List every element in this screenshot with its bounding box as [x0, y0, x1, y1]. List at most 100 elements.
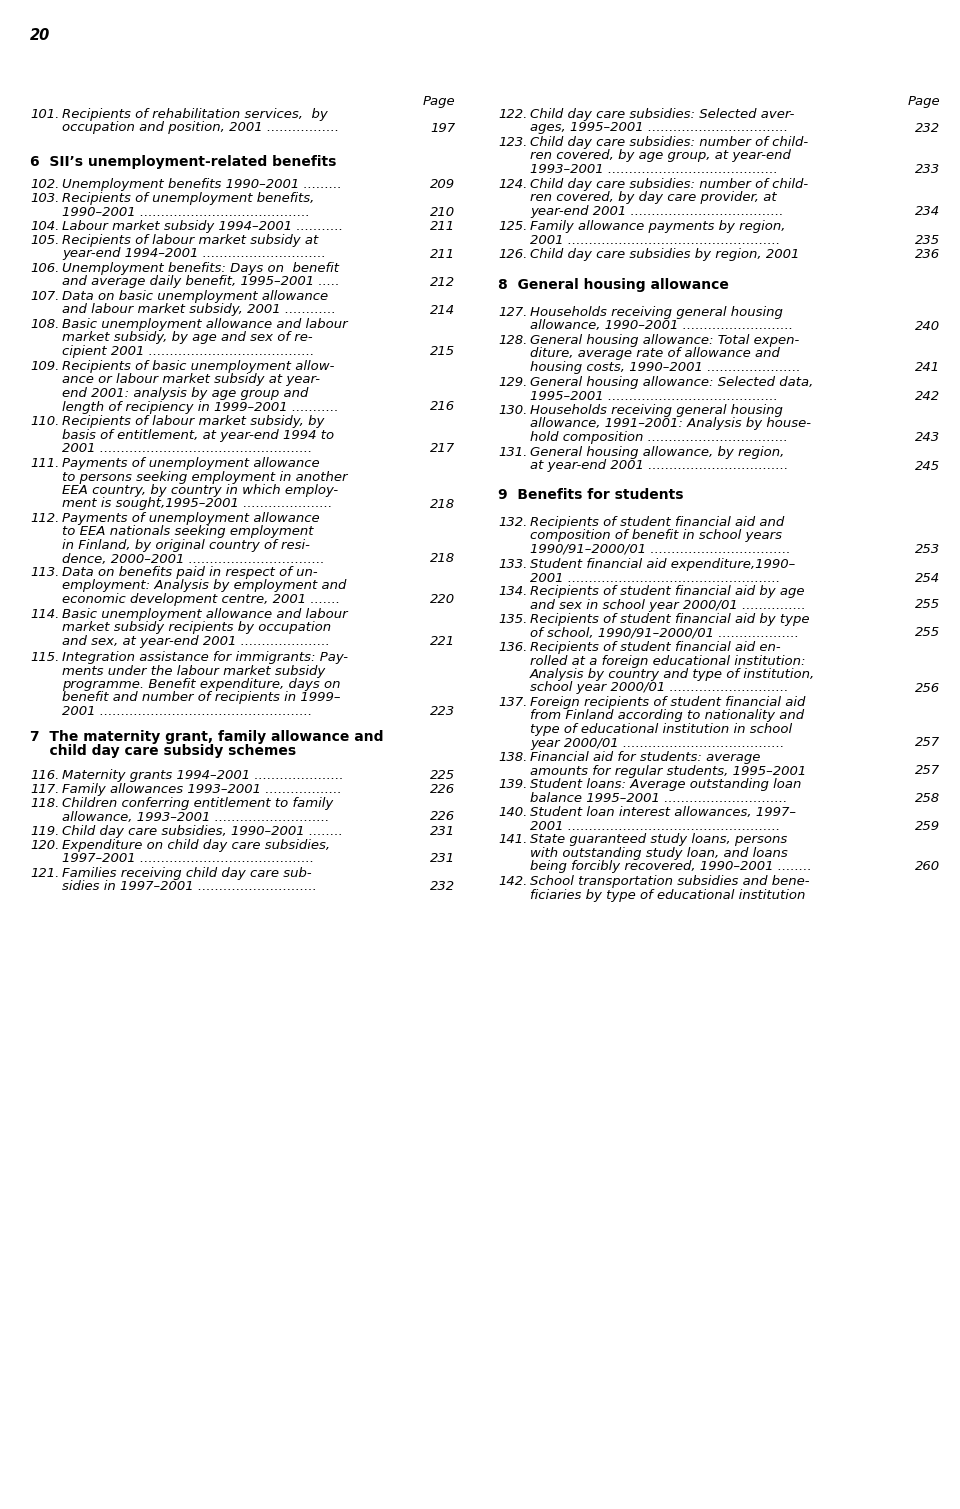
Text: 125.: 125. — [498, 220, 527, 232]
Text: 136.: 136. — [498, 641, 527, 653]
Text: benefit and number of recipients in 1999–: benefit and number of recipients in 1999… — [62, 691, 341, 705]
Text: programme. Benefit expenditure, days on: programme. Benefit expenditure, days on — [62, 678, 341, 691]
Text: at year-end 2001 .................................: at year-end 2001 .......................… — [530, 460, 788, 472]
Text: 133.: 133. — [498, 558, 527, 570]
Text: Households receiving general housing: Households receiving general housing — [530, 404, 782, 416]
Text: 130.: 130. — [498, 404, 527, 416]
Text: 134.: 134. — [498, 585, 527, 598]
Text: 114.: 114. — [30, 608, 60, 622]
Text: from Finland according to nationality and: from Finland according to nationality an… — [530, 709, 804, 723]
Text: 131.: 131. — [498, 447, 527, 459]
Text: 121.: 121. — [30, 868, 60, 880]
Text: composition of benefit in school years: composition of benefit in school years — [530, 530, 782, 543]
Text: EEA country, by country in which employ-: EEA country, by country in which employ- — [62, 484, 338, 496]
Text: 245: 245 — [915, 460, 940, 472]
Text: 233: 233 — [915, 163, 940, 177]
Text: General housing allowance: Selected data,: General housing allowance: Selected data… — [530, 376, 813, 389]
Text: 253: 253 — [915, 543, 940, 555]
Text: 118.: 118. — [30, 797, 60, 810]
Text: 223: 223 — [430, 705, 455, 718]
Text: school year 2000/01 ............................: school year 2000/01 ....................… — [530, 682, 788, 694]
Text: Child day care subsidies by region, 2001: Child day care subsidies by region, 2001 — [530, 247, 800, 261]
Text: 132.: 132. — [498, 516, 527, 530]
Text: of school, 1990/91–2000/01 ...................: of school, 1990/91–2000/01 .............… — [530, 626, 799, 640]
Text: amounts for regular students, 1995–2001: amounts for regular students, 1995–2001 — [530, 765, 806, 777]
Text: housing costs, 1990–2001 ......................: housing costs, 1990–2001 ...............… — [530, 361, 801, 374]
Text: Recipients of student financial aid en-: Recipients of student financial aid en- — [530, 641, 780, 653]
Text: 217: 217 — [430, 442, 455, 456]
Text: rolled at a foreign educational institution:: rolled at a foreign educational institut… — [530, 655, 805, 667]
Text: end 2001: analysis by age group and: end 2001: analysis by age group and — [62, 386, 308, 400]
Text: Page: Page — [422, 95, 455, 109]
Text: economic development centre, 2001 .......: economic development centre, 2001 ......… — [62, 593, 340, 607]
Text: 259: 259 — [915, 819, 940, 833]
Text: hold composition .................................: hold composition .......................… — [530, 432, 788, 444]
Text: 1990–2001 ........................................: 1990–2001 ..............................… — [62, 205, 310, 219]
Text: 127.: 127. — [498, 306, 527, 318]
Text: 2001 ..................................................: 2001 ...................................… — [530, 234, 780, 246]
Text: 231: 231 — [430, 825, 455, 837]
Text: School transportation subsidies and bene-: School transportation subsidies and bene… — [530, 875, 809, 887]
Text: Recipients of student financial aid by age: Recipients of student financial aid by a… — [530, 585, 804, 598]
Text: 254: 254 — [915, 572, 940, 584]
Text: Recipients of labour market subsidy, by: Recipients of labour market subsidy, by — [62, 415, 324, 429]
Text: 103.: 103. — [30, 192, 60, 205]
Text: Child day care subsidies, 1990–2001 ........: Child day care subsidies, 1990–2001 ....… — [62, 825, 343, 837]
Text: ren covered, by age group, at year-end: ren covered, by age group, at year-end — [530, 149, 791, 163]
Text: Data on benefits paid in respect of un-: Data on benefits paid in respect of un- — [62, 566, 318, 579]
Text: employment: Analysis by employment and: employment: Analysis by employment and — [62, 579, 347, 593]
Text: ments under the labour market subsidy: ments under the labour market subsidy — [62, 664, 325, 678]
Text: Payments of unemployment allowance: Payments of unemployment allowance — [62, 457, 320, 469]
Text: 1993–2001 ........................................: 1993–2001 ..............................… — [530, 163, 778, 177]
Text: 104.: 104. — [30, 220, 60, 232]
Text: ren covered, by day care provider, at: ren covered, by day care provider, at — [530, 192, 777, 205]
Text: Analysis by country and type of institution,: Analysis by country and type of institut… — [530, 668, 815, 681]
Text: 126.: 126. — [498, 247, 527, 261]
Text: 235: 235 — [915, 234, 940, 246]
Text: ficiaries by type of educational institution: ficiaries by type of educational institu… — [530, 889, 805, 901]
Text: Page: Page — [907, 95, 940, 109]
Text: 20: 20 — [30, 29, 50, 42]
Text: 139.: 139. — [498, 779, 527, 791]
Text: 260: 260 — [915, 860, 940, 874]
Text: ance or labour market subsidy at year-: ance or labour market subsidy at year- — [62, 374, 320, 386]
Text: 210: 210 — [430, 205, 455, 219]
Text: 257: 257 — [915, 736, 940, 750]
Text: 140.: 140. — [498, 806, 527, 819]
Text: 225: 225 — [430, 770, 455, 782]
Text: with outstanding study loan, and loans: with outstanding study loan, and loans — [530, 847, 788, 860]
Text: allowance, 1991–2001: Analysis by house-: allowance, 1991–2001: Analysis by house- — [530, 418, 811, 430]
Text: 142.: 142. — [498, 875, 527, 887]
Text: 2001 ..................................................: 2001 ...................................… — [530, 819, 780, 833]
Text: market subsidy recipients by occupation: market subsidy recipients by occupation — [62, 622, 331, 634]
Text: 216: 216 — [430, 400, 455, 413]
Text: 232: 232 — [430, 880, 455, 893]
Text: year 2000/01 ......................................: year 2000/01 ...........................… — [530, 736, 784, 750]
Text: 115.: 115. — [30, 650, 60, 664]
Text: 120.: 120. — [30, 839, 60, 853]
Text: type of educational institution in school: type of educational institution in schoo… — [530, 723, 792, 736]
Text: 232: 232 — [915, 122, 940, 134]
Text: 218: 218 — [430, 552, 455, 566]
Text: Student loans: Average outstanding loan: Student loans: Average outstanding loan — [530, 779, 802, 791]
Text: 255: 255 — [915, 626, 940, 640]
Text: 2001 ..................................................: 2001 ...................................… — [62, 705, 312, 718]
Text: 116.: 116. — [30, 770, 60, 782]
Text: 256: 256 — [915, 682, 940, 694]
Text: 1997–2001 .........................................: 1997–2001 ..............................… — [62, 853, 314, 866]
Text: 240: 240 — [915, 320, 940, 332]
Text: 123.: 123. — [498, 136, 527, 149]
Text: ment is sought,1995–2001 .....................: ment is sought,1995–2001 ...............… — [62, 498, 332, 510]
Text: 218: 218 — [430, 498, 455, 510]
Text: Basic unemployment allowance and labour: Basic unemployment allowance and labour — [62, 608, 348, 622]
Text: 8  General housing allowance: 8 General housing allowance — [498, 278, 729, 293]
Text: Unemployment benefits 1990–2001 .........: Unemployment benefits 1990–2001 ........… — [62, 178, 342, 192]
Text: and sex in school year 2000/01 ...............: and sex in school year 2000/01 .........… — [530, 599, 805, 611]
Text: 117.: 117. — [30, 783, 60, 797]
Text: 197: 197 — [430, 122, 455, 134]
Text: Recipients of student financial aid by type: Recipients of student financial aid by t… — [530, 613, 809, 626]
Text: 212: 212 — [430, 276, 455, 288]
Text: Family allowance payments by region,: Family allowance payments by region, — [530, 220, 785, 232]
Text: Labour market subsidy 1994–2001 ...........: Labour market subsidy 1994–2001 ........… — [62, 220, 343, 232]
Text: General housing allowance: Total expen-: General housing allowance: Total expen- — [530, 333, 800, 347]
